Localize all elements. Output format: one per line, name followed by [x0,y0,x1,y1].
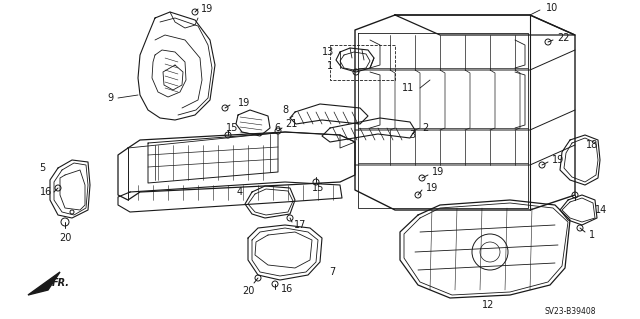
Text: 15: 15 [312,183,324,193]
Text: FR.: FR. [52,278,70,288]
Text: 21: 21 [285,119,297,129]
Text: SV23-B39408: SV23-B39408 [544,308,596,316]
Text: 3: 3 [409,130,415,140]
Text: 15: 15 [226,123,238,133]
Text: 1: 1 [589,230,595,240]
Text: 19: 19 [201,4,213,14]
Text: 4: 4 [237,187,243,197]
Text: 19: 19 [426,183,438,193]
Text: 17: 17 [294,220,306,230]
Text: 14: 14 [595,205,607,215]
Text: 20: 20 [242,286,254,296]
Text: 19: 19 [238,98,250,108]
Text: 9: 9 [107,93,113,103]
Polygon shape [28,272,60,295]
Text: 7: 7 [329,267,335,277]
Text: 13: 13 [322,47,334,57]
Text: 11: 11 [402,83,414,93]
Text: 1: 1 [327,61,333,71]
Text: 5: 5 [39,163,45,173]
Text: 19: 19 [432,167,444,177]
Text: 8: 8 [282,105,288,115]
Text: 2: 2 [422,123,428,133]
Text: 16: 16 [40,187,52,197]
Text: 22: 22 [557,33,569,43]
Text: 16: 16 [281,284,293,294]
Text: 19: 19 [552,155,564,165]
Bar [330,45,395,80]
Text: 12: 12 [482,300,494,310]
Text: 18: 18 [586,140,598,150]
Text: 20: 20 [59,233,71,243]
Text: 6: 6 [274,123,280,133]
Text: 10: 10 [546,3,558,13]
